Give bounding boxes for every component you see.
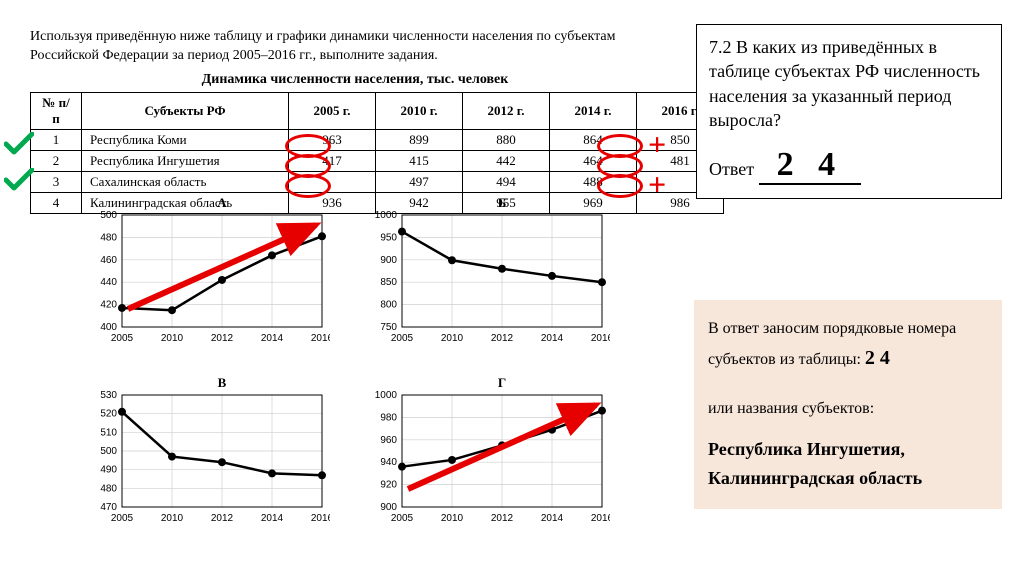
- svg-text:500: 500: [100, 446, 117, 457]
- cell-val: 442: [463, 151, 550, 172]
- col-year: 2005 г.: [289, 93, 376, 130]
- svg-text:400: 400: [100, 322, 117, 333]
- svg-text:750: 750: [380, 322, 397, 333]
- tip-names: Республика Ингушетия, Калининградская об…: [708, 435, 988, 493]
- chart-b: Б 750 800 850 900 950 1000 2005 2010 2012 2014 2016: [360, 195, 610, 355]
- cell-val: 415: [376, 151, 463, 172]
- answer-label: Ответ: [709, 159, 754, 179]
- svg-text:480: 480: [100, 232, 117, 243]
- svg-text:2012: 2012: [491, 333, 514, 344]
- svg-text:Б: Б: [498, 195, 507, 210]
- chart-a: А 400 420 440 460 480 500 2005 2010 2012 2014 2016: [80, 195, 330, 355]
- chart-v: В 470 480 490 500 510 520 530 2005 2010 2012 2014 20…: [80, 375, 330, 535]
- col-year: 2012 г.: [463, 93, 550, 130]
- cell-val: 494: [463, 172, 550, 193]
- svg-text:2014: 2014: [261, 513, 284, 524]
- svg-text:2016: 2016: [591, 333, 610, 344]
- svg-text:2016: 2016: [591, 513, 610, 524]
- svg-text:2014: 2014: [541, 513, 564, 524]
- svg-text:490: 490: [100, 465, 117, 476]
- tip-box: В ответ заносим порядковые номера субъек…: [694, 300, 1002, 509]
- svg-text:2012: 2012: [211, 513, 234, 524]
- col-num: № п/п: [31, 93, 82, 130]
- table-title: Динамика численности населения, тыс. чел…: [30, 72, 680, 88]
- cell-name: Сахалинская область: [82, 172, 289, 193]
- svg-text:2012: 2012: [491, 513, 514, 524]
- svg-text:Г: Г: [498, 375, 506, 390]
- svg-text:2005: 2005: [391, 333, 414, 344]
- question-text: В каких из приведённых в таблице субъект…: [709, 37, 980, 130]
- tip-numbers: 2 4: [865, 347, 890, 369]
- tip-or: или названия субъектов:: [708, 396, 988, 422]
- checkmark-icon: [4, 132, 34, 156]
- svg-text:850: 850: [380, 277, 397, 288]
- svg-text:2010: 2010: [441, 333, 464, 344]
- svg-text:2010: 2010: [161, 513, 184, 524]
- plus-icon: +: [648, 128, 666, 160]
- svg-text:2005: 2005: [111, 333, 134, 344]
- svg-text:900: 900: [380, 502, 397, 513]
- svg-text:1000: 1000: [375, 390, 398, 401]
- svg-text:2014: 2014: [261, 333, 284, 344]
- svg-text:2012: 2012: [211, 333, 234, 344]
- cell-num: 4: [31, 193, 82, 214]
- cell-val: 899: [376, 130, 463, 151]
- cell-num: 3: [31, 172, 82, 193]
- cell-num: 2: [31, 151, 82, 172]
- col-subject: Субъекты РФ: [82, 93, 289, 130]
- svg-text:2005: 2005: [111, 513, 134, 524]
- svg-text:2016: 2016: [311, 333, 330, 344]
- svg-text:470: 470: [100, 502, 117, 513]
- svg-text:2010: 2010: [441, 513, 464, 524]
- chart-g: Г 900 920 940 960 980 1000 2005 2010 2012 2014 2016: [360, 375, 610, 535]
- svg-text:2014: 2014: [541, 333, 564, 344]
- col-year: 2014 г.: [550, 93, 637, 130]
- cell-num: 1: [31, 130, 82, 151]
- svg-text:2016: 2016: [311, 513, 330, 524]
- svg-text:530: 530: [100, 390, 117, 401]
- svg-text:950: 950: [380, 232, 397, 243]
- question-box: 7.2 В каких из приведённых в таблице суб…: [696, 24, 1002, 199]
- plus-icon: +: [648, 168, 666, 200]
- svg-text:1000: 1000: [375, 210, 398, 221]
- checkmark-icon: [4, 168, 34, 192]
- svg-text:800: 800: [380, 300, 397, 311]
- svg-text:510: 510: [100, 427, 117, 438]
- svg-text:2010: 2010: [161, 333, 184, 344]
- svg-text:500: 500: [100, 210, 117, 221]
- highlight-circle: [597, 154, 643, 178]
- cell-val: 497: [376, 172, 463, 193]
- svg-text:940: 940: [380, 457, 397, 468]
- col-year: 2010 г.: [376, 93, 463, 130]
- svg-text:В: В: [218, 375, 227, 390]
- highlight-circle: [285, 154, 331, 178]
- cell-name: Республика Ингушетия: [82, 151, 289, 172]
- svg-text:980: 980: [380, 412, 397, 423]
- svg-text:520: 520: [100, 409, 117, 420]
- tip-line: В ответ заносим порядковые номера: [708, 316, 988, 342]
- answer-value: 2 4: [759, 146, 862, 185]
- svg-text:480: 480: [100, 483, 117, 494]
- svg-text:960: 960: [380, 435, 397, 446]
- svg-text:460: 460: [100, 255, 117, 266]
- svg-text:А: А: [217, 195, 227, 210]
- cell-val: 880: [463, 130, 550, 151]
- tip-line: субъектов из таблицы:: [708, 351, 861, 368]
- svg-text:440: 440: [100, 277, 117, 288]
- svg-text:920: 920: [380, 480, 397, 491]
- svg-text:2005: 2005: [391, 513, 414, 524]
- instruction-text: Используя приведённую ниже таблицу и гра…: [30, 28, 680, 66]
- cell-name: Республика Коми: [82, 130, 289, 151]
- svg-text:420: 420: [100, 300, 117, 311]
- svg-text:900: 900: [380, 255, 397, 266]
- question-number: 7.2: [709, 37, 732, 57]
